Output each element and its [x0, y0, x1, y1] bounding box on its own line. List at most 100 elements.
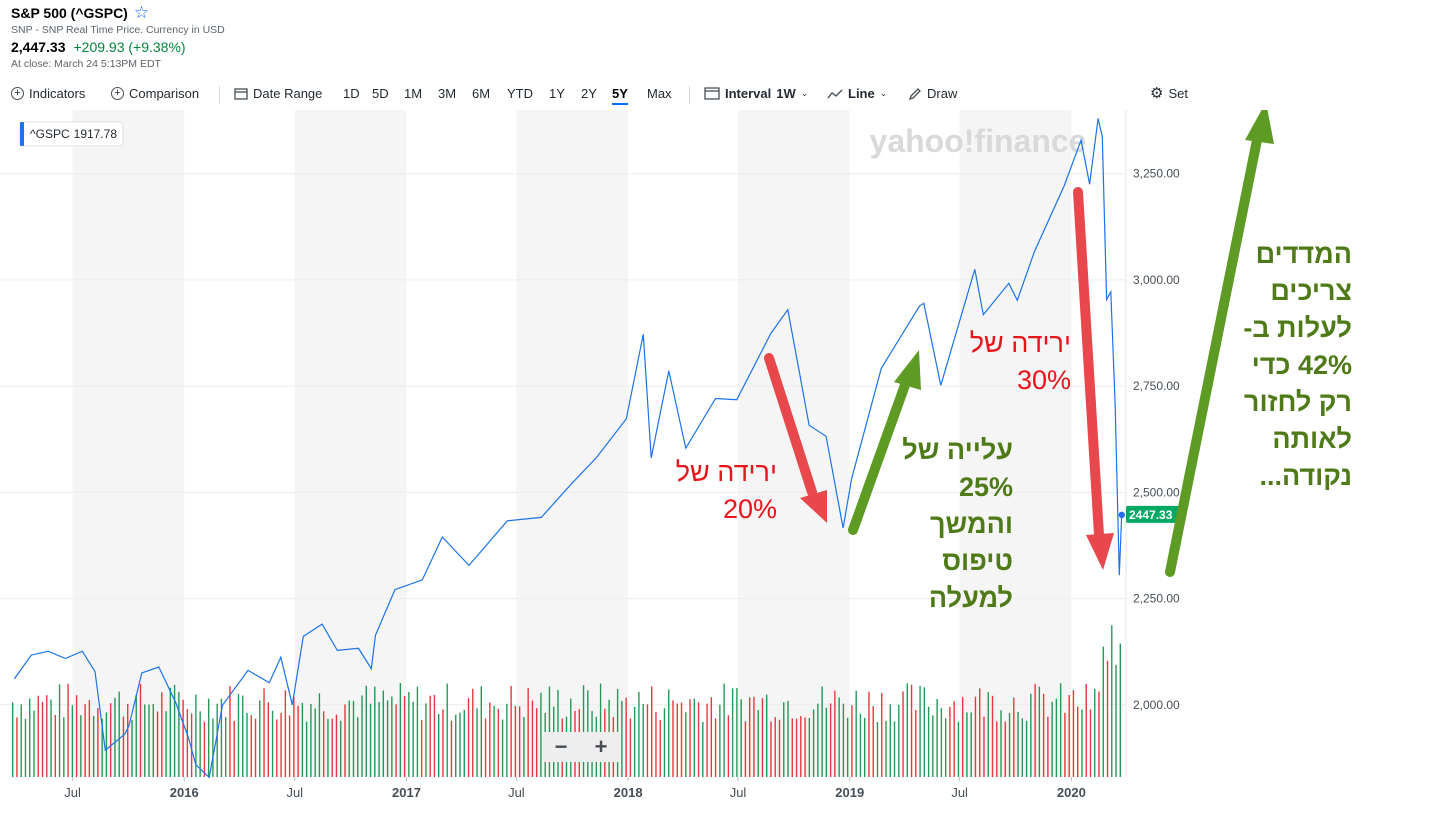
- volume-bar: [966, 712, 968, 777]
- volume-bar: [203, 721, 206, 777]
- volume-bar: [88, 700, 91, 777]
- volume-bar: [902, 691, 904, 777]
- range-ytd[interactable]: YTD: [507, 86, 533, 101]
- line-chart-icon: [827, 89, 843, 98]
- price-chart[interactable]: yahoo!finance 2,000.00 2,250.00 2,500.00 2,…: [0, 110, 1432, 814]
- range-3m[interactable]: 3M: [438, 86, 457, 101]
- volume-bar: [881, 693, 883, 777]
- volume-bar: [37, 695, 39, 777]
- volume-bar: [433, 694, 436, 777]
- volume-bar: [92, 715, 95, 777]
- volume-bar: [374, 686, 376, 777]
- svg-text:2447.33: 2447.33: [1129, 508, 1173, 522]
- draw-button[interactable]: Draw: [908, 86, 957, 101]
- x-tick-label: 2020: [1057, 785, 1086, 800]
- volume-bar: [672, 700, 674, 777]
- comparison-button[interactable]: + Comparison: [111, 86, 199, 101]
- range-1m[interactable]: 1M: [404, 86, 423, 101]
- interval-dropdown[interactable]: Interval 1W ⌄: [704, 86, 808, 101]
- volume-bar: [646, 704, 649, 777]
- volume-bar: [808, 717, 811, 777]
- volume-bar: [284, 690, 287, 777]
- volume-bar: [182, 699, 184, 777]
- volume-bar: [493, 705, 495, 777]
- volume-bar: [446, 683, 448, 777]
- volume-bar: [63, 717, 65, 777]
- volume-bar: [859, 713, 862, 777]
- volume-bar: [638, 691, 640, 777]
- x-tick-label: 2018: [614, 785, 643, 800]
- chart-toolbar: + Indicators + Comparison Date Range 1D …: [11, 86, 1189, 105]
- range-5y[interactable]: 5Y: [612, 86, 628, 105]
- volume-bar: [1059, 683, 1062, 777]
- volume-bar: [178, 692, 180, 777]
- annotation-rise-25: עלייה של 25% והמשך טיפוס למעלה: [902, 432, 1013, 617]
- annotation-drop-30: ירידה של 30%: [970, 325, 1071, 399]
- volume-bar: [804, 717, 806, 777]
- settings-button[interactable]: ⚙ Set: [1150, 86, 1188, 101]
- date-range-button[interactable]: Date Range: [234, 86, 322, 101]
- volume-bar: [531, 700, 534, 777]
- volume-bar: [484, 718, 487, 777]
- range-1d[interactable]: 1D: [343, 86, 360, 101]
- volume-bar: [450, 720, 453, 777]
- volume-bar: [757, 710, 759, 777]
- volume-bar: [1119, 643, 1121, 777]
- volume-bar: [382, 690, 385, 777]
- zoom-out-button[interactable]: −: [555, 734, 568, 759]
- volume-bar: [1000, 710, 1002, 777]
- plus-circle-icon: +: [11, 87, 24, 100]
- volume-bar: [288, 715, 291, 777]
- volume-bar: [84, 704, 86, 777]
- volume-bar: [50, 699, 52, 777]
- shaded-band: [294, 110, 407, 777]
- range-6m[interactable]: 6M: [472, 86, 491, 101]
- volume-bar: [344, 704, 346, 777]
- zoom-in-button[interactable]: +: [595, 734, 608, 759]
- volume-bar: [190, 713, 193, 777]
- chart-type-dropdown[interactable]: Line ⌄: [827, 86, 887, 101]
- volume-bar: [1064, 712, 1066, 777]
- volume-bar: [655, 712, 657, 777]
- volume-bar: [663, 708, 666, 777]
- annotation-line: 20%: [722, 494, 777, 524]
- range-5d[interactable]: 5D: [372, 86, 389, 101]
- range-1y[interactable]: 1Y: [549, 86, 565, 101]
- volume-bar: [953, 701, 955, 777]
- date-range-label: Date Range: [253, 86, 323, 101]
- volume-bar: [259, 700, 261, 777]
- volume-bar: [220, 698, 223, 777]
- range-max[interactable]: Max: [647, 86, 672, 101]
- volume-bar: [250, 715, 252, 777]
- volume-bar: [310, 703, 312, 777]
- annotation-recover-42: המדדים צריכים לעלות ב- 42% כדי רק לחזור …: [1243, 236, 1352, 495]
- volume-bar: [506, 703, 508, 777]
- volume-bar: [173, 684, 176, 777]
- volume-bar: [795, 718, 798, 777]
- gear-icon: ⚙: [1150, 85, 1164, 102]
- volume-bar: [766, 694, 768, 777]
- indicators-button[interactable]: + Indicators: [11, 86, 85, 101]
- volume-bar: [706, 703, 708, 777]
- volume-bar: [714, 718, 717, 777]
- volume-bar: [1077, 706, 1079, 777]
- range-2y[interactable]: 2Y: [581, 86, 597, 101]
- volume-bar: [778, 719, 781, 777]
- volume-bar: [144, 704, 146, 777]
- volume-bar: [442, 709, 444, 777]
- watchlist-star-icon[interactable]: ☆: [133, 3, 150, 22]
- volume-bar: [702, 721, 704, 777]
- volume-bar: [932, 715, 934, 777]
- volume-bar: [1055, 698, 1058, 777]
- y-tick-label: 3,250.00: [1133, 167, 1180, 181]
- volume-bar: [689, 699, 691, 777]
- volume-bar: [523, 716, 525, 777]
- volume-bar: [829, 703, 832, 777]
- quote-close-time: At close: March 24 5:13PM EDT: [11, 58, 161, 70]
- shaded-band: [72, 110, 185, 777]
- annotation-line: רק לחזור: [1243, 387, 1352, 417]
- y-tick-label: 2,500.00: [1133, 485, 1180, 499]
- interval-label: Interval: [725, 86, 772, 101]
- volume-bar: [983, 716, 985, 777]
- volume-bar: [910, 684, 913, 777]
